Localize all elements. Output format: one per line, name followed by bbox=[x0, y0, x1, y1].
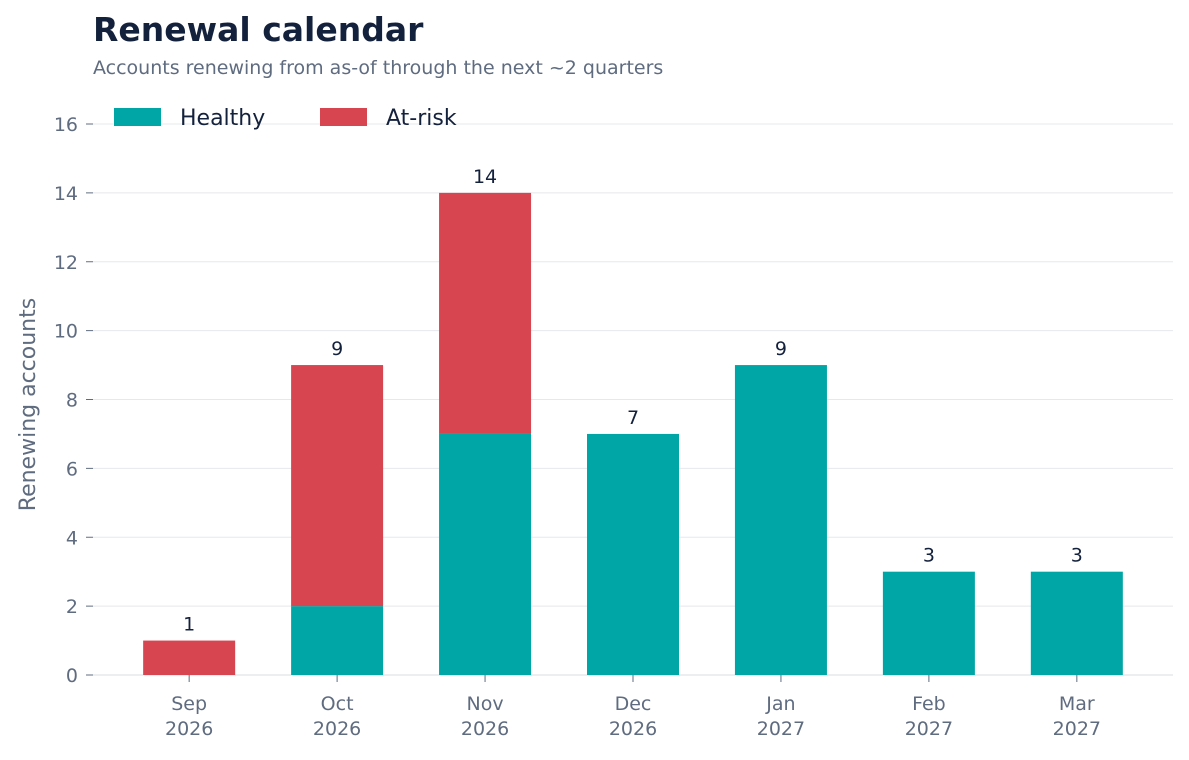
y-axis-label: Renewing accounts bbox=[16, 298, 41, 511]
y-tick-label: 4 bbox=[66, 527, 78, 549]
bar-total-label: 3 bbox=[1071, 545, 1083, 567]
bar-at-risk bbox=[291, 365, 384, 607]
x-tick-label: Nov 2026 bbox=[461, 693, 509, 740]
y-tick-label: 10 bbox=[54, 321, 78, 343]
bar-total-label: 7 bbox=[627, 407, 639, 429]
legend-swatch-healthy bbox=[114, 108, 161, 126]
bar-healthy bbox=[291, 606, 384, 675]
bar-total-label: 14 bbox=[473, 166, 497, 188]
x-tick-label: Dec 2026 bbox=[609, 693, 657, 740]
y-tick-label: 14 bbox=[54, 183, 78, 205]
legend-swatch-at-risk bbox=[320, 108, 367, 126]
y-tick-label: 0 bbox=[66, 665, 78, 687]
bar-total-label: 1 bbox=[183, 614, 195, 636]
bar-healthy bbox=[882, 571, 975, 675]
x-tick-label: Oct 2026 bbox=[313, 693, 361, 740]
bar-at-risk bbox=[143, 640, 236, 675]
x-tick-label: Sep 2026 bbox=[165, 693, 213, 740]
bar-healthy bbox=[439, 433, 532, 675]
y-tick-label: 8 bbox=[66, 390, 78, 412]
chart-subtitle: Accounts renewing from as-of through the… bbox=[93, 57, 664, 79]
chart-title: Renewal calendar bbox=[93, 10, 424, 49]
bar-total-label: 9 bbox=[331, 338, 343, 360]
bar-total-label: 9 bbox=[775, 338, 787, 360]
bar-healthy bbox=[1030, 571, 1123, 675]
legend-label-at-risk: At-risk bbox=[386, 106, 457, 131]
bar-total-label: 3 bbox=[923, 545, 935, 567]
legend-label-healthy: Healthy bbox=[180, 106, 265, 131]
y-tick-label: 12 bbox=[54, 252, 78, 274]
bar-healthy bbox=[587, 433, 679, 675]
y-tick-label: 16 bbox=[54, 114, 78, 136]
y-tick-label: 6 bbox=[66, 458, 78, 480]
y-tick-label: 2 bbox=[66, 596, 78, 618]
x-tick-label: Mar 2027 bbox=[1053, 693, 1101, 740]
bar-healthy bbox=[734, 365, 827, 675]
x-tick-label: Feb 2027 bbox=[905, 693, 953, 740]
x-tick-label: Jan 2027 bbox=[757, 693, 805, 740]
bar-at-risk bbox=[439, 192, 532, 434]
